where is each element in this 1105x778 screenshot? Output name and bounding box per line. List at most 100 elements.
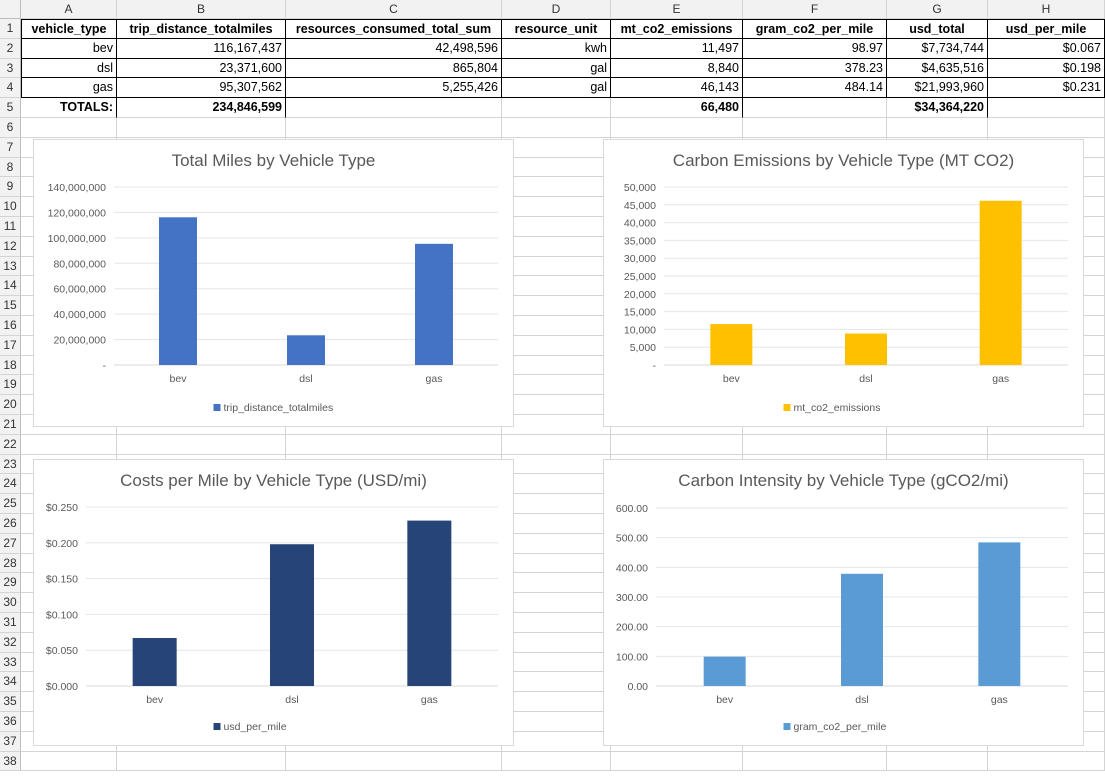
row-header-33[interactable]: 33 bbox=[0, 652, 21, 673]
table-cell[interactable]: $0.067 bbox=[988, 38, 1105, 59]
row-header-34[interactable]: 34 bbox=[0, 672, 21, 693]
cell[interactable] bbox=[502, 217, 611, 237]
totals-label[interactable]: TOTALS: bbox=[21, 98, 117, 118]
cell[interactable] bbox=[988, 434, 1105, 455]
cell[interactable] bbox=[21, 751, 117, 772]
table-cell[interactable]: 484.14 bbox=[743, 78, 887, 99]
cell[interactable] bbox=[502, 553, 611, 574]
row-header-22[interactable]: 22 bbox=[0, 434, 21, 455]
table-cell[interactable]: 11,497 bbox=[611, 38, 743, 59]
table-cell[interactable]: gas bbox=[21, 78, 117, 99]
row-header-11[interactable]: 11 bbox=[0, 217, 21, 237]
header-resource-unit[interactable]: resource_unit bbox=[502, 19, 611, 39]
chart-total-miles[interactable]: Total Miles by Vehicle Type 140,000,000 12… bbox=[33, 139, 514, 427]
row-header-14[interactable]: 14 bbox=[0, 276, 21, 297]
row-header-37[interactable]: 37 bbox=[0, 731, 21, 752]
cell[interactable] bbox=[743, 434, 887, 455]
header-resources-consumed-total-sum[interactable]: resources_consumed_total_sum bbox=[286, 19, 502, 39]
row-header-5[interactable]: 5 bbox=[0, 98, 21, 118]
chart-carbon-intensity[interactable]: Carbon Intensity by Vehicle Type (gCO2/m… bbox=[603, 459, 1084, 746]
cell[interactable] bbox=[502, 672, 611, 693]
row-header-15[interactable]: 15 bbox=[0, 296, 21, 316]
table-cell[interactable]: 23,371,600 bbox=[117, 58, 286, 79]
cell[interactable] bbox=[117, 118, 286, 138]
row-header-23[interactable]: 23 bbox=[0, 454, 21, 475]
row-header-10[interactable]: 10 bbox=[0, 197, 21, 217]
row-header-16[interactable]: 16 bbox=[0, 316, 21, 336]
header-usd-total[interactable]: usd_total bbox=[887, 19, 988, 39]
cell[interactable] bbox=[21, 118, 117, 138]
cell[interactable] bbox=[286, 751, 502, 772]
cell[interactable] bbox=[117, 434, 286, 455]
row-header-36[interactable]: 36 bbox=[0, 712, 21, 732]
totals-cell[interactable] bbox=[502, 98, 611, 118]
table-cell[interactable]: $0.198 bbox=[988, 58, 1105, 79]
table-cell[interactable]: $21,993,960 bbox=[887, 78, 988, 99]
header-trip-distance-totalmiles[interactable]: trip_distance_totalmiles bbox=[117, 19, 286, 39]
table-cell[interactable]: 95,307,562 bbox=[117, 78, 286, 99]
cell[interactable] bbox=[502, 296, 611, 316]
cell[interactable] bbox=[502, 375, 611, 396]
cell[interactable] bbox=[502, 632, 611, 653]
row-header-31[interactable]: 31 bbox=[0, 613, 21, 633]
cell[interactable] bbox=[502, 256, 611, 277]
table-cell[interactable]: 5,255,426 bbox=[286, 78, 502, 99]
table-cell[interactable]: $4,635,516 bbox=[887, 58, 988, 79]
cell[interactable] bbox=[988, 751, 1105, 772]
header-vehicle-type[interactable]: vehicle_type bbox=[21, 19, 117, 39]
select-all-corner[interactable] bbox=[0, 0, 21, 19]
row-header-9[interactable]: 9 bbox=[0, 177, 21, 198]
cell[interactable] bbox=[502, 573, 611, 594]
cell[interactable] bbox=[286, 118, 502, 138]
cell[interactable] bbox=[502, 454, 611, 475]
totals-cell[interactable]: 66,480 bbox=[611, 98, 743, 118]
table-cell[interactable]: gal bbox=[502, 78, 611, 99]
cell[interactable] bbox=[21, 434, 117, 455]
table-cell[interactable]: 8,840 bbox=[611, 58, 743, 79]
cell[interactable] bbox=[502, 434, 611, 455]
row-header-29[interactable]: 29 bbox=[0, 573, 21, 594]
row-header-19[interactable]: 19 bbox=[0, 375, 21, 396]
cell[interactable] bbox=[502, 514, 611, 534]
cell[interactable] bbox=[502, 276, 611, 297]
row-header-21[interactable]: 21 bbox=[0, 415, 21, 435]
cell[interactable] bbox=[887, 118, 988, 138]
cell[interactable] bbox=[988, 118, 1105, 138]
row-header-18[interactable]: 18 bbox=[0, 355, 21, 376]
table-cell[interactable]: 42,498,596 bbox=[286, 38, 502, 59]
totals-cell[interactable]: 234,846,599 bbox=[117, 98, 286, 118]
cell[interactable] bbox=[502, 731, 611, 752]
cell[interactable] bbox=[743, 118, 887, 138]
totals-cell[interactable]: $34,364,220 bbox=[887, 98, 988, 118]
chart-carbon-emissions[interactable]: Carbon Emissions by Vehicle Type (MT CO2… bbox=[603, 139, 1084, 427]
cell[interactable] bbox=[502, 395, 611, 415]
cell[interactable] bbox=[743, 751, 887, 772]
column-header-d[interactable]: D bbox=[502, 0, 611, 19]
cell[interactable] bbox=[502, 415, 611, 435]
cell[interactable] bbox=[502, 751, 611, 772]
totals-cell[interactable] bbox=[286, 98, 502, 118]
column-header-c[interactable]: C bbox=[286, 0, 502, 19]
table-cell[interactable]: kwh bbox=[502, 38, 611, 59]
table-cell[interactable]: 865,804 bbox=[286, 58, 502, 79]
row-header-2[interactable]: 2 bbox=[0, 38, 21, 59]
cell[interactable] bbox=[502, 197, 611, 217]
cell[interactable] bbox=[502, 335, 611, 356]
column-header-g[interactable]: G bbox=[887, 0, 988, 19]
table-cell[interactable]: 378.23 bbox=[743, 58, 887, 79]
row-header-4[interactable]: 4 bbox=[0, 78, 21, 99]
row-header-8[interactable]: 8 bbox=[0, 157, 21, 178]
cell[interactable] bbox=[611, 751, 743, 772]
header-usd-per-mile[interactable]: usd_per_mile bbox=[988, 19, 1105, 39]
totals-cell[interactable] bbox=[988, 98, 1105, 118]
table-cell[interactable]: 116,167,437 bbox=[117, 38, 286, 59]
row-header-30[interactable]: 30 bbox=[0, 593, 21, 613]
row-header-1[interactable]: 1 bbox=[0, 19, 21, 39]
row-header-13[interactable]: 13 bbox=[0, 256, 21, 277]
table-cell[interactable]: gal bbox=[502, 58, 611, 79]
row-header-25[interactable]: 25 bbox=[0, 494, 21, 514]
row-header-3[interactable]: 3 bbox=[0, 58, 21, 79]
row-header-20[interactable]: 20 bbox=[0, 395, 21, 415]
cell[interactable] bbox=[502, 652, 611, 673]
column-header-b[interactable]: B bbox=[117, 0, 286, 19]
